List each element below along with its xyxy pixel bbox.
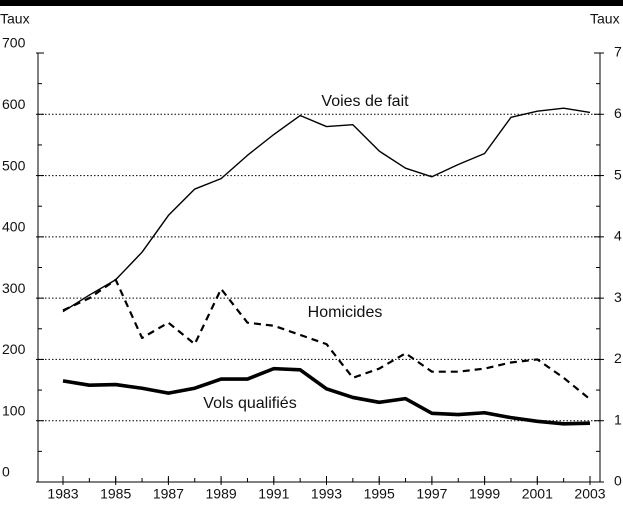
x-tick-label: 1983 [47,486,78,502]
y2-tick-label: 3 [614,289,622,305]
y-tick-label: 300 [2,280,26,296]
x-tick-label: 1995 [364,486,395,502]
y-tick-label: 0 [2,464,10,480]
y-tick-label: 400 [2,219,26,235]
y2-tick-label: 7 [614,44,622,60]
y-tick-label: 600 [2,96,26,112]
x-tick-label: 2001 [522,486,553,502]
y-tick-label: 700 [2,35,26,51]
y2-tick-label: 6 [614,105,622,121]
y2-tick-label: 5 [614,166,622,182]
x-tick-label: 1999 [469,486,500,502]
series-annotation: Vols qualifiés [203,395,296,412]
series-line [62,107,591,313]
y-axis-label: Taux [0,11,30,27]
y2-tick-label: 0 [614,473,622,489]
x-tick-label: 1997 [416,486,447,502]
x-tick-label: 1993 [311,486,342,502]
top-bar [0,0,623,6]
y-tick-label: 100 [2,402,26,418]
y-tick-label: 200 [2,341,26,357]
x-tick-label: 1989 [206,486,237,502]
y-tick-label: 500 [2,157,26,173]
series-line [62,366,591,426]
y2-tick-label: 4 [614,228,622,244]
y2-axis-label: Taux [590,11,620,27]
series-annotation: Voies de fait [321,93,409,110]
series-line [62,278,591,401]
y2-tick-label: 1 [614,411,622,427]
x-tick-label: 1987 [153,486,184,502]
y2-tick-label: 2 [614,350,622,366]
x-tick-label: 1985 [100,486,131,502]
x-tick-label: 2003 [574,486,605,502]
x-tick-label: 1991 [258,486,289,502]
series-annotation: Homicides [308,304,383,321]
